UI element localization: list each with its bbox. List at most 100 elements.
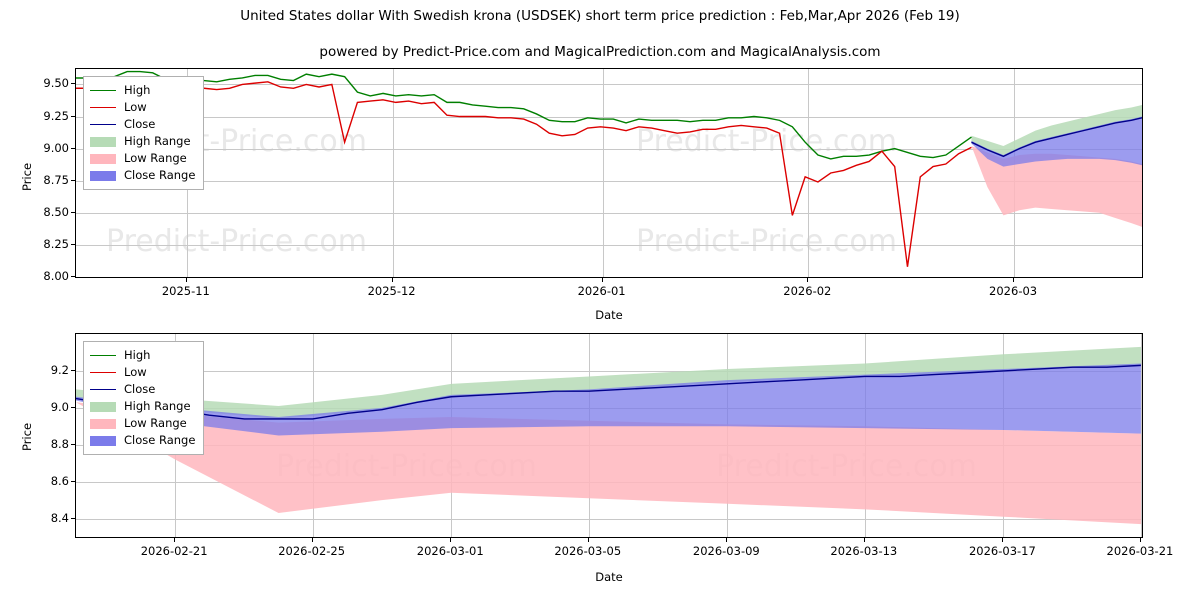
gridline-vertical <box>392 69 394 277</box>
legend-item-low-range: Low Range <box>90 415 195 432</box>
legend-label: Close Range <box>124 167 196 182</box>
band-high-range <box>76 346 1141 419</box>
bottom-chart-x-axis-label: Date <box>595 570 623 584</box>
legend-swatch-icon <box>90 384 116 396</box>
y-axis-tick-label: 9.2 <box>50 362 69 377</box>
legend-item-close: Close <box>90 116 195 133</box>
x-axis-tick-label: 2025-12 <box>367 284 416 298</box>
legend-swatch-icon <box>90 170 116 182</box>
legend-swatch-icon <box>90 367 116 379</box>
y-axis-tick-label: 8.25 <box>43 236 69 251</box>
legend-item-high: High <box>90 347 195 364</box>
page-subtitle: powered by Predict-Price.com and Magical… <box>319 44 881 60</box>
top-chart-panel: Price Predict-Price.com Predict-Price.com… <box>0 60 1200 322</box>
chart-svg-layer <box>76 70 1142 267</box>
legend-item-close: Close <box>90 381 195 398</box>
x-axis-tick-label: 2026-03-05 <box>554 544 622 558</box>
y-axis-tick-label: 8.6 <box>50 473 69 488</box>
x-axis-tick-mark <box>450 538 452 542</box>
x-axis-tick-label: 2026-03 <box>989 284 1038 298</box>
y-axis-tick-label: 8.8 <box>50 436 69 451</box>
x-axis-tick-mark <box>726 538 728 542</box>
gridline-horizontal <box>76 370 1142 372</box>
legend-label: Close <box>124 381 156 396</box>
x-axis-tick-label: 2026-02-21 <box>140 544 208 558</box>
top-chart-x-axis-label: Date <box>595 308 623 322</box>
x-axis-tick-mark <box>807 278 809 282</box>
gridline-horizontal <box>76 277 1142 278</box>
y-axis-tick-mark <box>71 517 75 519</box>
x-axis-tick-label: 2026-03-21 <box>1106 544 1174 558</box>
legend-label: Low <box>124 99 147 114</box>
legend-label: High <box>124 82 151 97</box>
legend-label: Low Range <box>124 415 187 430</box>
x-axis-tick-mark <box>391 278 393 282</box>
chart-svg-layer <box>76 346 1141 525</box>
band-close-range <box>971 116 1142 167</box>
band-high-range <box>971 104 1142 157</box>
legend-label: Close <box>124 116 156 131</box>
gridline-horizontal <box>76 518 1142 520</box>
legend-label: High <box>124 347 151 362</box>
y-axis-tick-mark <box>71 243 75 245</box>
top-chart-legend: High Low Close High Range Low Range Close Ran… <box>83 76 205 190</box>
x-axis-tick-label: 2026-02 <box>783 284 832 298</box>
y-axis-tick-label: 8.75 <box>43 172 69 187</box>
legend-label: Close Range <box>124 432 196 447</box>
legend-item-high-range: High Range <box>90 133 195 150</box>
y-axis-tick-mark <box>71 211 75 213</box>
gridline-horizontal <box>76 244 1142 246</box>
legend-item-low-range: Low Range <box>90 150 195 167</box>
x-axis-tick-label: 2025-11 <box>161 284 210 298</box>
legend-label: High Range <box>124 398 191 413</box>
band-low-range <box>971 146 1142 227</box>
y-axis-tick-mark <box>71 443 75 445</box>
legend-swatch-icon <box>90 401 116 413</box>
x-axis-tick-mark <box>174 538 176 542</box>
series-line-close <box>971 117 1142 158</box>
y-axis-tick-label: 9.50 <box>43 76 69 91</box>
gridline-horizontal <box>76 116 1142 118</box>
x-axis-tick-mark <box>863 538 865 542</box>
y-axis-tick-mark <box>71 83 75 85</box>
x-axis-tick-mark <box>311 538 313 542</box>
legend-swatch-icon <box>90 418 116 430</box>
y-axis-tick-mark <box>71 369 75 371</box>
x-axis-tick-label: 2026-02-25 <box>278 544 346 558</box>
y-axis-tick-label: 8.4 <box>50 510 69 525</box>
legend-item-high: High <box>90 82 195 99</box>
gridline-horizontal <box>76 180 1142 182</box>
series-line-low <box>76 75 972 267</box>
band-close-range <box>76 363 1141 436</box>
gridline-vertical <box>808 69 810 277</box>
legend-item-low: Low <box>90 99 195 116</box>
x-axis-tick-label: 2026-03-01 <box>416 544 484 558</box>
legend-label: Low Range <box>124 150 187 165</box>
x-axis-tick-mark <box>601 278 603 282</box>
y-axis-tick-label: 8.00 <box>43 269 69 283</box>
legend-label: Low <box>124 364 147 379</box>
y-axis-tick-mark <box>71 147 75 149</box>
legend-swatch-icon <box>90 85 116 97</box>
x-axis-tick-mark <box>1013 278 1015 282</box>
x-axis-tick-label: 2026-01 <box>577 284 626 298</box>
legend-item-low: Low <box>90 364 195 381</box>
gridline-vertical <box>602 69 604 277</box>
y-axis-tick-mark <box>71 406 75 408</box>
gridline-horizontal <box>76 212 1142 214</box>
legend-swatch-icon <box>90 435 116 447</box>
bottom-chart-legend: High Low Close High Range Low Range Close Ran… <box>83 341 205 455</box>
legend-swatch-icon <box>90 350 116 362</box>
legend-item-close-range: Close Range <box>90 167 195 184</box>
x-axis-tick-mark <box>587 538 589 542</box>
top-chart-plot-area: Predict-Price.com Predict-Price.com Predic… <box>75 68 1143 278</box>
y-axis-tick-mark <box>71 276 75 277</box>
y-axis-tick-label: 9.00 <box>43 140 69 155</box>
legend-item-close-range: Close Range <box>90 432 195 449</box>
x-axis-tick-label: 2026-03-17 <box>968 544 1036 558</box>
x-axis-tick-mark <box>1139 538 1141 542</box>
x-axis-tick-mark <box>1002 538 1004 542</box>
y-axis-tick-mark <box>71 115 75 117</box>
